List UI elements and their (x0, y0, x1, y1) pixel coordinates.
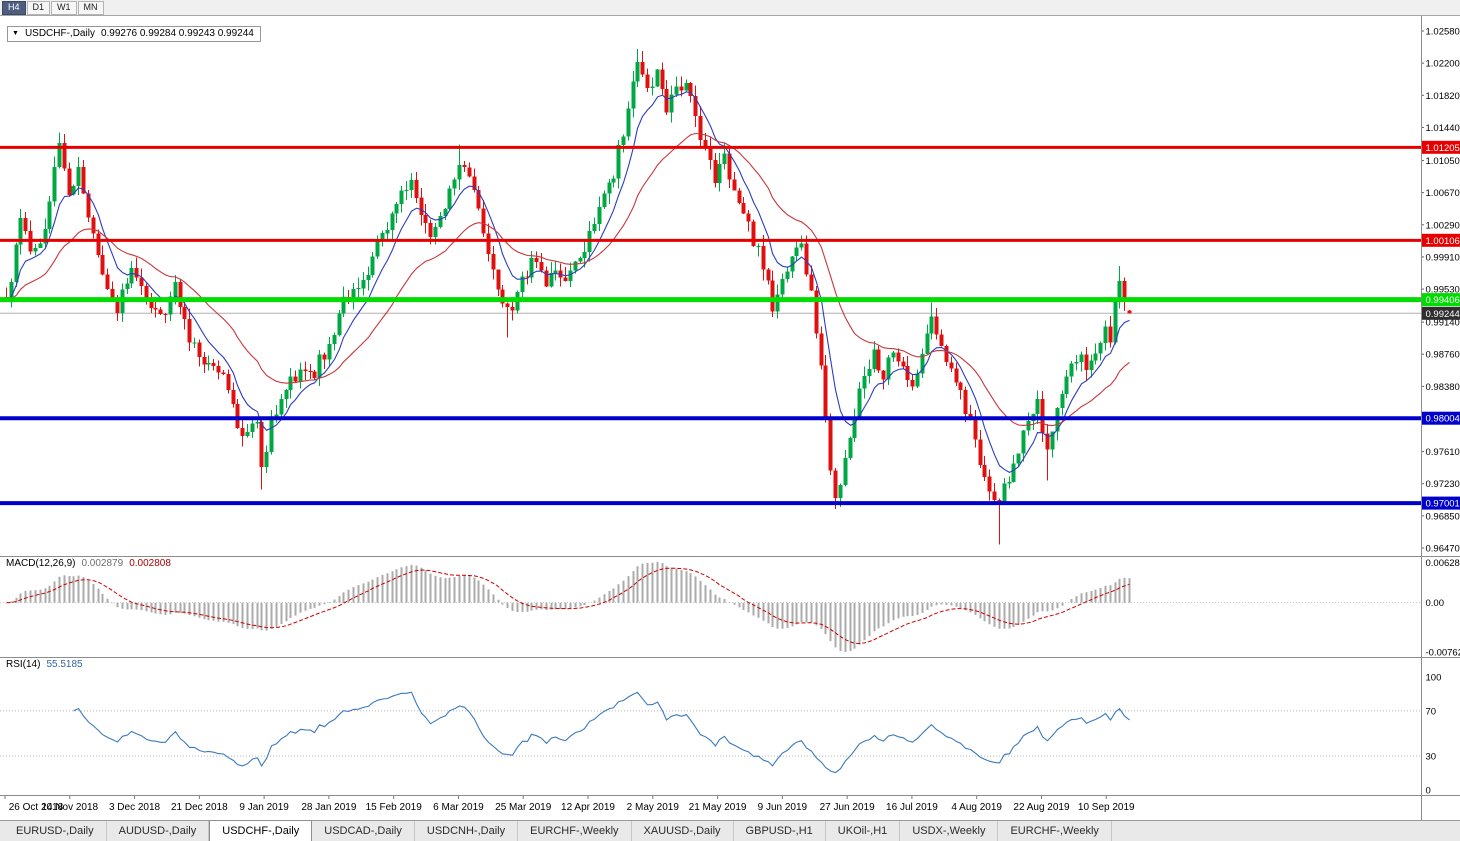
x-axis-date-label: 9 Jun 2019 (758, 802, 808, 813)
y-axis-tick-label: 1.00290 (1426, 220, 1460, 231)
chart-tab-GBPUSD-,H1[interactable]: GBPUSD-,H1 (734, 821, 826, 841)
rsi-name: RSI(14) (6, 659, 41, 670)
macd-indicator-label: MACD(12,26,9) 0.002879 0.002808 (6, 558, 171, 569)
timeframe-button-MN[interactable]: MN (77, 0, 104, 15)
price-badge-1.01205: 1.01205 (1422, 140, 1460, 154)
y-axis-tick-label: 0.97610 (1426, 447, 1460, 458)
moving-average-8 (6, 91, 1130, 474)
chart-tab-EURCHF-,Weekly[interactable]: EURCHF-,Weekly (998, 821, 1112, 841)
svg-text:0.97001: 0.97001 (1426, 499, 1460, 510)
chart-tab-USDCHF-,Daily[interactable]: USDCHF-,Daily (209, 820, 313, 841)
macd-main-value: 0.002879 (81, 558, 124, 569)
x-axis-date-label: 27 Jun 2019 (820, 802, 875, 813)
chart-canvas[interactable]: 1.02580 1.02200 1.01820 1.01440 1.01050 1.006… (0, 16, 1460, 820)
x-axis-date-label: 4 Aug 2019 (951, 802, 1002, 813)
y-axis-tick-label: 1.00670 (1426, 188, 1460, 199)
macd-name: MACD(12,26,9) (6, 558, 76, 569)
chart-tab-AUDUSD-,Daily[interactable]: AUDUSD-,Daily (107, 821, 210, 841)
y-axis-tick-label: 1.01440 (1426, 123, 1460, 134)
timeframe-toolbar: H4 D1 W1 MN (0, 0, 1460, 16)
svg-text:0.99406: 0.99406 (1426, 295, 1460, 306)
timeframe-button-H4[interactable]: H4 (2, 0, 26, 15)
y-axis-tick-label: 0.98760 (1426, 350, 1460, 361)
x-axis-date-label: 25 Mar 2019 (495, 802, 552, 813)
chart-tab-UKOil-,H1[interactable]: UKOil-,H1 (826, 821, 901, 841)
rsi-value: 55.5185 (46, 659, 83, 670)
chart-tab-XAUUSD-,Daily[interactable]: XAUUSD-,Daily (632, 821, 734, 841)
x-axis-date-label: 14 Nov 2018 (41, 802, 98, 813)
x-axis-date-label: 2 May 2019 (627, 802, 680, 813)
x-axis-date-label: 12 Apr 2019 (561, 802, 615, 813)
chart-tab-USDCNH-,Daily[interactable]: USDCNH-,Daily (415, 821, 519, 841)
price-badge-1.00106: 1.00106 (1422, 233, 1460, 247)
macd-scale-label: -0.00762 (1426, 648, 1460, 659)
y-axis-tick-label: 0.99140 (1426, 318, 1460, 329)
moving-average-26 (6, 132, 1130, 427)
macd-scale-label: 0.006286 (1426, 558, 1460, 569)
price-badge-0.98004: 0.98004 (1422, 411, 1460, 425)
rsi-indicator-label: RSI(14) 55.5185 (6, 659, 83, 670)
chart-tab-USDCAD-,Daily[interactable]: USDCAD-,Daily (312, 821, 415, 841)
timeframe-button-D1[interactable]: D1 (26, 0, 51, 15)
chart-tab-USDX-,Weekly[interactable]: USDX-,Weekly (900, 821, 999, 841)
x-axis-date-label: 28 Jan 2019 (301, 802, 356, 813)
y-axis-tick-label: 0.99530 (1426, 285, 1460, 296)
y-axis-tick-label: 0.96850 (1426, 511, 1460, 522)
symbol-dropdown-icon[interactable]: ▼ (12, 29, 19, 37)
x-axis-date-label: 26 Oct 2018 (9, 802, 64, 813)
chart-title-box: ▼ USDCHF-,Daily 0.99276 0.99284 0.99243 … (7, 26, 261, 42)
svg-text:0.98004: 0.98004 (1426, 414, 1460, 425)
chart-symbol-label: USDCHF-,Daily (24, 28, 95, 39)
current-price-badge: 0.99244 (1422, 306, 1460, 320)
y-axis-tick-label: 1.01050 (1426, 156, 1460, 167)
price-badge-0.97001: 0.97001 (1422, 496, 1460, 510)
svg-text:1.00106: 1.00106 (1426, 236, 1460, 247)
x-axis-date-label: 10 Sep 2019 (1078, 802, 1135, 813)
y-axis-tick-label: 1.02200 (1426, 59, 1460, 70)
x-axis-date-label: 15 Feb 2019 (366, 802, 423, 813)
y-axis-tick-label: 1.02580 (1426, 27, 1460, 38)
y-axis-tick-label: 0.96470 (1426, 544, 1460, 555)
x-axis-date-label: 22 Aug 2019 (1013, 802, 1070, 813)
y-axis-tick-label: 0.98380 (1426, 382, 1460, 393)
price-badge-0.99406: 0.99406 (1422, 293, 1460, 307)
rsi-scale-label: 70 (1426, 706, 1437, 717)
x-axis-date-label: 21 May 2019 (689, 802, 747, 813)
svg-text:0.99244: 0.99244 (1426, 309, 1460, 320)
chart-tabs: EURUSD-,Daily AUDUSD-,Daily USDCHF-,Daily U… (4, 820, 1112, 841)
chart-tab-bar: EURUSD-,Daily AUDUSD-,Daily USDCHF-,Daily U… (0, 820, 1460, 841)
chart-tab-EURCHF-,Weekly[interactable]: EURCHF-,Weekly (518, 821, 632, 841)
up-candle-bodies (9, 61, 1122, 505)
x-axis-date-label: 16 Jul 2019 (886, 802, 938, 813)
y-axis-tick-label: 1.01820 (1426, 91, 1460, 102)
macd-signal-value: 0.002808 (129, 558, 171, 569)
rsi-scale-label: 0 (1426, 786, 1431, 797)
macd-histogram (10, 562, 1131, 652)
y-axis-tick-label: 0.97230 (1426, 479, 1460, 490)
rsi-scale-label: 30 (1426, 752, 1437, 763)
timeframe-buttons: H4 D1 W1 MN (2, 0, 104, 15)
x-axis-date-label: 3 Dec 2018 (109, 802, 161, 813)
chart-ohlc-quote: 0.99276 0.99284 0.99243 0.99244 (100, 28, 254, 39)
x-axis-date-label: 21 Dec 2018 (171, 802, 228, 813)
macd-scale-label: 0.00 (1426, 598, 1445, 609)
timeframe-button-W1[interactable]: W1 (51, 0, 77, 15)
y-axis-tick-label: 0.99910 (1426, 252, 1460, 263)
rsi-scale-label: 100 (1426, 673, 1442, 684)
x-axis-date-label: 9 Jan 2019 (239, 802, 289, 813)
chart-tab-EURUSD-,Daily[interactable]: EURUSD-,Daily (4, 821, 107, 841)
svg-text:1.01205: 1.01205 (1426, 143, 1460, 154)
macd-signal-line (6, 567, 1130, 645)
x-axis-date-label: 6 Mar 2019 (433, 802, 484, 813)
rsi-line (73, 691, 1130, 774)
